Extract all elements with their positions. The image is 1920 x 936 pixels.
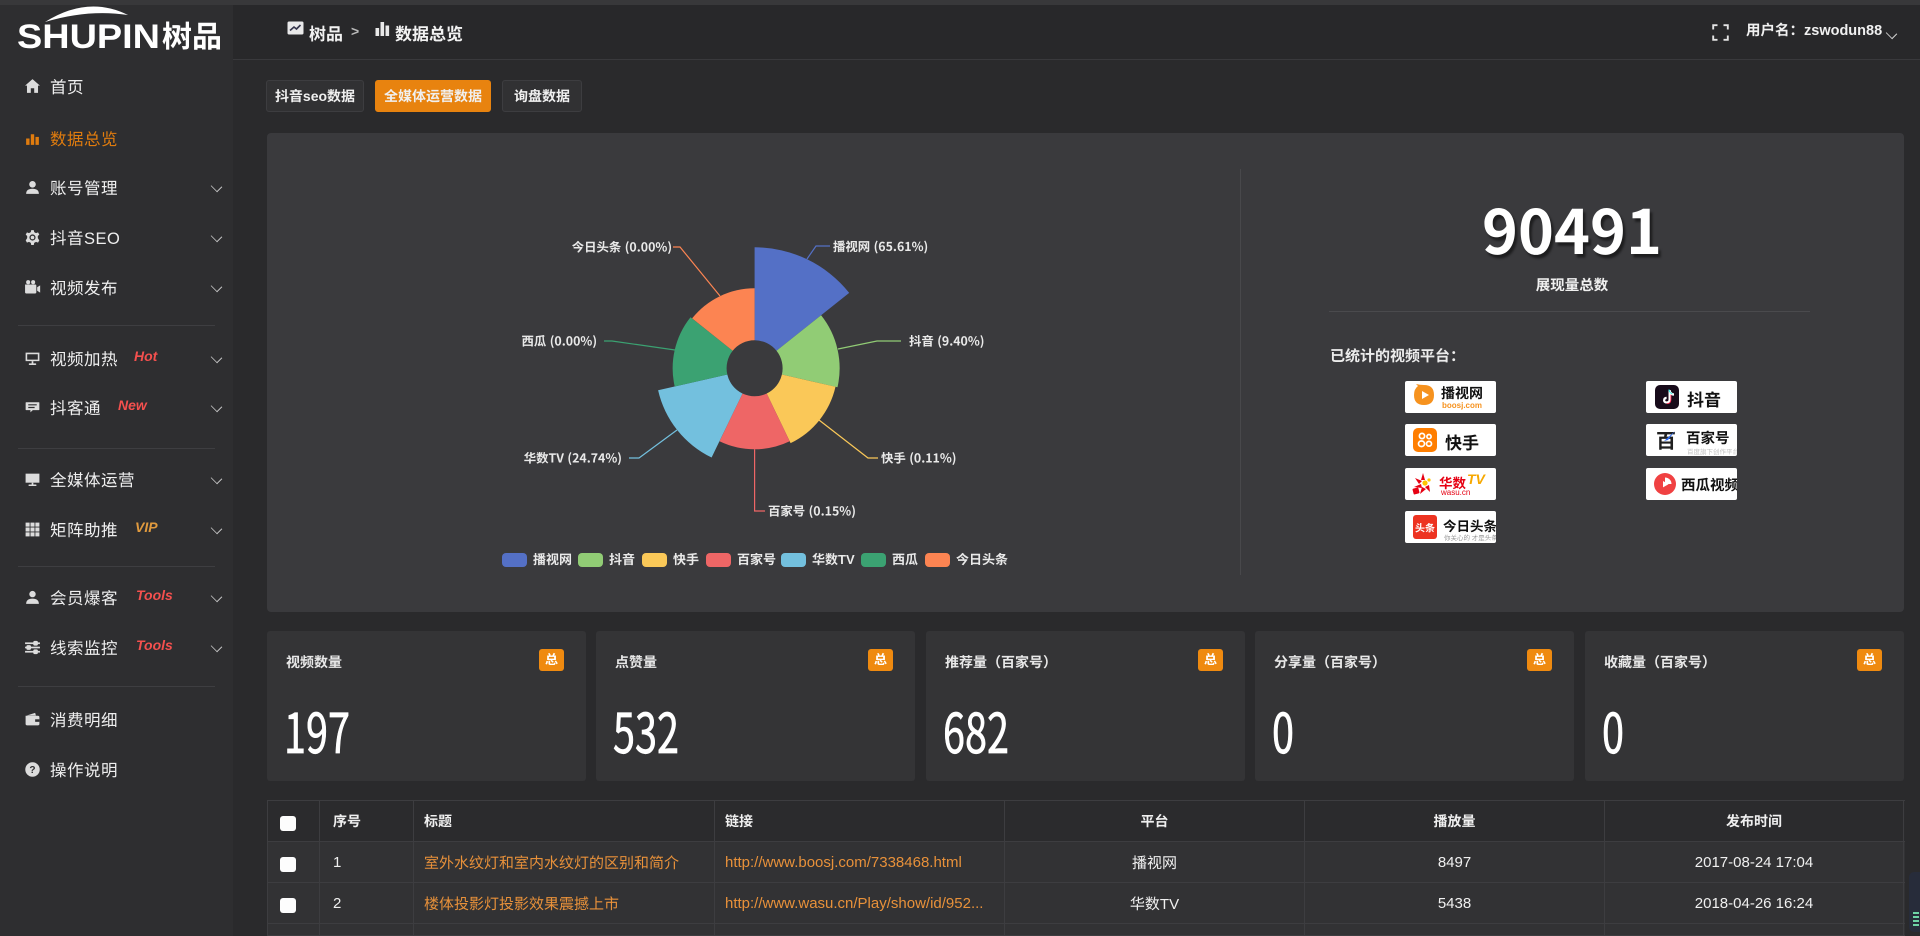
svg-text:今日头条 (0.00%): 今日头条 (0.00%)	[572, 238, 672, 256]
svg-text:?: ?	[29, 765, 35, 776]
svg-text:抖音 (9.40%): 抖音 (9.40%)	[909, 332, 984, 350]
svg-text:西瓜 (0.00%): 西瓜 (0.00%)	[522, 332, 597, 350]
svg-text:华数TV (24.74%): 华数TV (24.74%)	[524, 449, 622, 467]
svg-text:快手 (0.11%): 快手 (0.11%)	[881, 449, 956, 467]
svg-text:播视网 (65.61%): 播视网 (65.61%)	[833, 237, 928, 255]
svg-text:树品: 树品	[162, 12, 222, 56]
svg-text:百家号 (0.15%): 百家号 (0.15%)	[768, 502, 856, 520]
svg-text:头条: 头条	[1415, 520, 1435, 535]
svg-text:SHUPIN: SHUPIN	[17, 18, 160, 56]
